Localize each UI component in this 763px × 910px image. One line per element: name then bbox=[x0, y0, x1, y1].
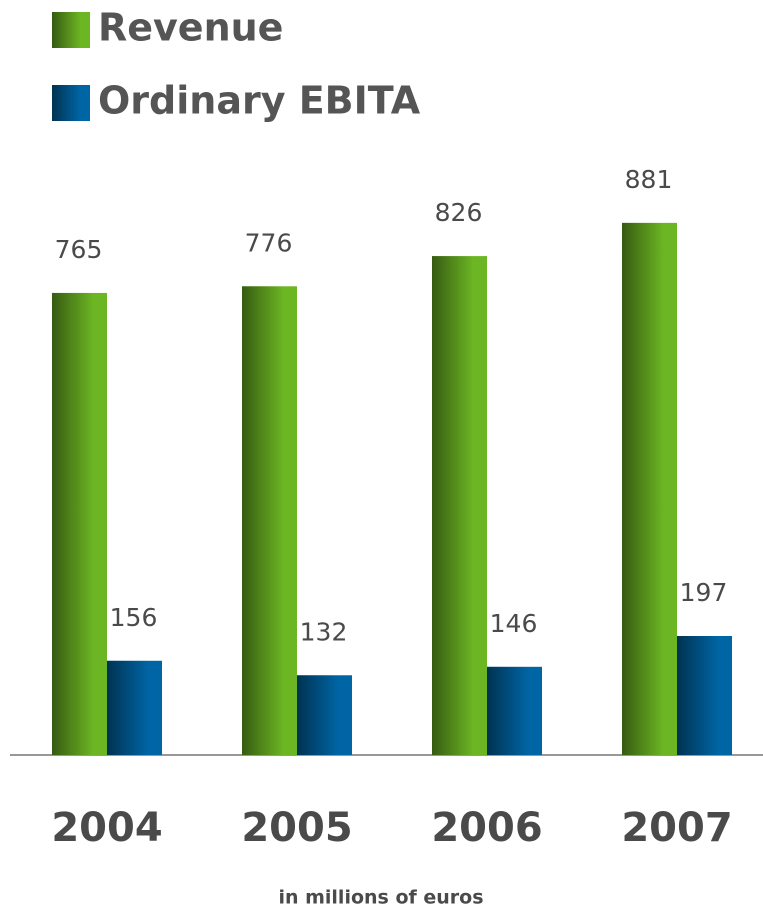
value-label: 881 bbox=[625, 165, 673, 194]
bar-shade bbox=[107, 660, 162, 755]
bar-shade bbox=[52, 292, 107, 755]
x-tick-label: 2006 bbox=[431, 805, 542, 851]
value-label: 156 bbox=[110, 603, 158, 632]
value-label: 765 bbox=[55, 235, 103, 264]
footnote: in millions of euros bbox=[278, 887, 483, 909]
bar-shade bbox=[297, 675, 352, 755]
value-label: 826 bbox=[435, 198, 483, 227]
bar-shade bbox=[487, 666, 542, 755]
x-tick-label: 2005 bbox=[241, 805, 352, 851]
bar-shade bbox=[242, 286, 297, 755]
legend-swatch-shade bbox=[52, 12, 90, 48]
legend-label: Ordinary EBITA bbox=[98, 79, 421, 123]
x-tick-label: 2007 bbox=[621, 805, 732, 851]
bar-shade bbox=[677, 636, 732, 755]
bar-shade bbox=[432, 256, 487, 755]
value-label: 132 bbox=[300, 617, 348, 646]
value-label: 776 bbox=[245, 228, 293, 257]
legend-swatch-shade bbox=[52, 85, 90, 121]
x-tick-label: 2004 bbox=[51, 805, 162, 851]
bar-shade bbox=[622, 222, 677, 756]
value-label: 146 bbox=[490, 609, 538, 638]
value-label: 197 bbox=[680, 578, 728, 607]
legend-label: Revenue bbox=[98, 6, 283, 50]
